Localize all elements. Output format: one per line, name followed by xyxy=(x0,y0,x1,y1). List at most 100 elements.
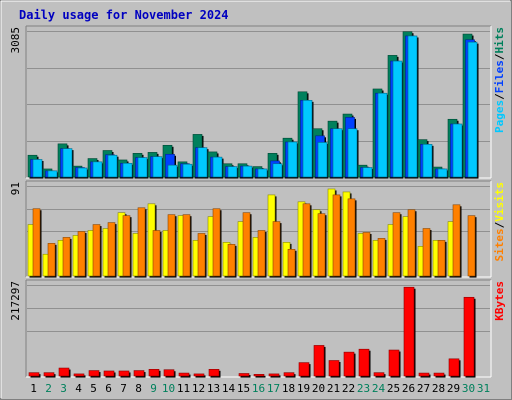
bar-kbytes-day-12-shadow xyxy=(195,375,206,378)
panel-kbytes: 217297 KBytes xyxy=(9,279,506,378)
x-tick-label-day-19: 19 xyxy=(297,382,310,395)
bar-pages-day-24 xyxy=(377,92,388,178)
x-tick-label-day-17: 17 xyxy=(267,382,280,395)
bar-kbytes-day-9 xyxy=(148,368,160,377)
legend-label-hits: Hits xyxy=(493,27,506,54)
x-tick-label-day-24: 24 xyxy=(372,382,386,395)
bar-sites-day-2 xyxy=(47,243,56,277)
x-tick-label-day-5: 5 xyxy=(90,382,97,395)
bar-sites-day-23 xyxy=(362,232,371,277)
bar-sites-day-11 xyxy=(182,214,191,277)
bar-kbytes-day-22 xyxy=(343,351,355,377)
bar-sites-day-16 xyxy=(257,230,266,277)
bar-sites-day-30 xyxy=(467,215,476,277)
bar-kbytes-day-2 xyxy=(43,372,55,377)
x-tick-label-day-11: 11 xyxy=(177,382,190,395)
bar-kbytes-day-18 xyxy=(283,372,295,377)
bar-kbytes-day-12 xyxy=(193,373,205,377)
bar-sites-day-24 xyxy=(377,238,386,277)
bar-sites-day-1 xyxy=(32,208,41,277)
bar-kbytes-day-11 xyxy=(178,372,190,377)
bar-sites-day-14 xyxy=(227,244,236,277)
x-tick-label-day-18: 18 xyxy=(282,382,295,395)
x-tick-label-day-13: 13 xyxy=(207,382,220,395)
bar-pages-day-1 xyxy=(32,159,43,178)
bar-pages-day-29 xyxy=(452,123,463,178)
chart-title: Daily usage for November 2024 xyxy=(19,8,229,22)
bar-kbytes-day-8 xyxy=(133,370,145,377)
bar-kbytes-day-3 xyxy=(58,367,70,377)
bar-sites-day-18 xyxy=(287,248,296,277)
bar-pages-day-5 xyxy=(92,161,103,178)
bar-sites-day-20 xyxy=(317,213,326,277)
x-tick-label-day-30: 30 xyxy=(462,382,475,395)
bar-kbytes-day-4 xyxy=(73,373,85,377)
bar-kbytes-day-27 xyxy=(418,372,430,377)
x-tick-label-day-2: 2 xyxy=(45,382,52,395)
bar-sites-day-22 xyxy=(347,198,356,277)
legend-label-pages: Pages xyxy=(493,100,506,133)
bar-kbytes-day-19 xyxy=(298,362,310,377)
x-tick-label-day-6: 6 xyxy=(105,382,112,395)
bar-kbytes-day-23 xyxy=(358,348,370,377)
x-tick-label-day-26: 26 xyxy=(402,382,415,395)
x-tick-label-day-28: 28 xyxy=(432,382,445,395)
bar-kbytes-day-15 xyxy=(238,373,250,377)
legend-label-files: Files xyxy=(493,60,506,93)
bar-pages-day-12 xyxy=(197,147,208,178)
bar-pages-day-15 xyxy=(242,165,253,178)
bar-kbytes-day-17 xyxy=(268,373,280,377)
bar-pages-day-6 xyxy=(107,154,118,178)
bar-pages-day-20 xyxy=(317,142,328,178)
bar-sites-day-5 xyxy=(92,224,101,277)
bar-pages-day-19 xyxy=(302,100,313,178)
bar-kbytes-day-20 xyxy=(313,345,325,377)
x-tick-label-day-20: 20 xyxy=(312,382,325,395)
x-tick-label-day-4: 4 xyxy=(75,382,82,395)
bar-sites-day-4 xyxy=(77,231,86,277)
legend-label-sites: Sites xyxy=(493,228,506,261)
bar-pages-day-23 xyxy=(362,167,373,178)
bar-pages-day-7 xyxy=(122,162,133,178)
bar-sites-day-21 xyxy=(332,194,341,277)
bar-sites-day-25 xyxy=(392,212,401,277)
x-tick-label-day-23: 23 xyxy=(357,382,370,395)
bar-pages-day-21 xyxy=(332,128,343,178)
bar-sites-day-15 xyxy=(242,212,251,277)
bar-pages-day-28 xyxy=(437,168,448,178)
bar-kbytes-day-29 xyxy=(448,358,460,377)
x-tick-label-day-1: 1 xyxy=(30,382,37,395)
x-tick-label-day-21: 21 xyxy=(327,382,340,395)
bar-pages-day-16 xyxy=(257,168,268,178)
x-tick-label-day-31: 31 xyxy=(477,382,490,395)
bar-pages-day-4 xyxy=(77,167,88,178)
x-tick-label-day-29: 29 xyxy=(447,382,460,395)
bar-sites-day-6 xyxy=(107,222,116,277)
bar-kbytes-day-16 xyxy=(253,374,265,377)
x-tick-label-day-22: 22 xyxy=(342,382,355,395)
bar-kbytes-day-5 xyxy=(88,370,100,377)
x-tick-label-day-3: 3 xyxy=(60,382,67,395)
x-tick-label-day-14: 14 xyxy=(222,382,236,395)
x-tick-label-day-7: 7 xyxy=(120,382,127,395)
bar-sites-day-7 xyxy=(122,215,131,277)
bar-pages-day-22 xyxy=(347,128,358,178)
bar-kbytes-day-30 xyxy=(463,296,475,377)
bar-kbytes-day-21 xyxy=(328,360,340,377)
bar-pages-day-11 xyxy=(182,163,193,178)
x-tick-label-day-16: 16 xyxy=(252,382,265,395)
y-max-label: 3085 xyxy=(9,27,22,54)
legend-label-kbytes: KBytes xyxy=(493,281,506,321)
legend: Sites/Visits xyxy=(493,182,506,262)
legend-separator: / xyxy=(493,221,506,228)
bar-kbytes-day-28 xyxy=(433,372,445,377)
bar-kbytes-day-13 xyxy=(208,368,220,377)
legend-separator: / xyxy=(493,93,506,100)
bar-sites-day-26 xyxy=(407,209,416,277)
x-tick-label-day-25: 25 xyxy=(387,382,400,395)
x-tick-label-day-10: 10 xyxy=(162,382,175,395)
y-max-label: 217297 xyxy=(9,281,22,321)
bar-kbytes-day-16-shadow xyxy=(255,375,266,378)
